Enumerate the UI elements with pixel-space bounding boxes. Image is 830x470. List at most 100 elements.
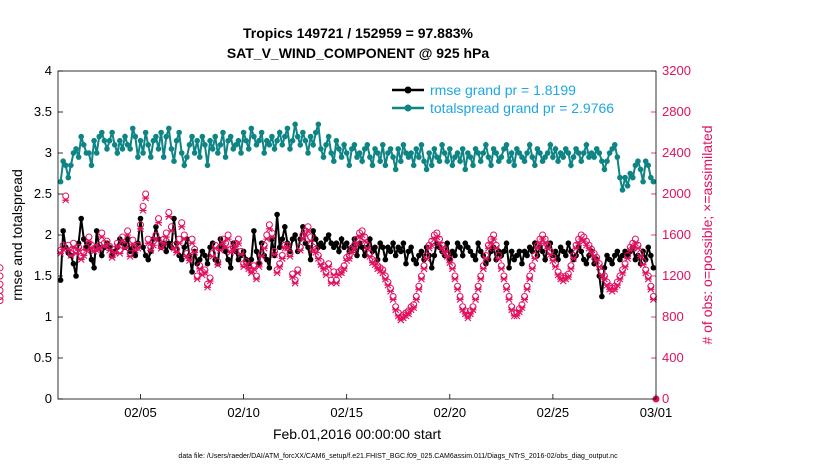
series-point: [606, 256, 613, 263]
obs-assimilated-point: [147, 246, 155, 254]
series-point: [619, 252, 626, 259]
series-point: [287, 146, 293, 152]
series-point: [552, 146, 559, 152]
obs-assimilated-point: [570, 255, 578, 262]
y-axis-left: 0 0.5 1 1.5 2 2.5 3 3.5 4: [34, 63, 63, 406]
obs-assimilated-point: [639, 261, 647, 269]
obs-assimilated-point: [237, 251, 245, 258]
series-point: [233, 142, 239, 148]
obs-assimilated-point: [348, 249, 356, 256]
obs-assimilated-point: [371, 261, 379, 269]
series-point: [96, 133, 103, 140]
obs-assimilated-point: [113, 242, 121, 250]
series-point: [166, 240, 172, 246]
series-point: [196, 256, 203, 263]
series-point: [178, 150, 185, 156]
y-tick-label: 2.5: [34, 186, 52, 201]
series-point: [449, 248, 456, 255]
series-point: [173, 137, 180, 144]
obs-assimilated-point: [600, 275, 608, 283]
obs-assimilated-point: [441, 249, 449, 256]
series-point: [390, 154, 396, 160]
series-point: [65, 174, 72, 181]
series-point: [462, 240, 469, 246]
obs-assimilated-point: [526, 275, 534, 283]
obs-assimilated-point: [268, 233, 276, 241]
obs-assimilated-point: [585, 244, 593, 252]
obs-assimilated-point: [325, 263, 333, 271]
series-point: [439, 142, 445, 148]
series-point: [609, 260, 615, 267]
obs-assimilated-point: [167, 227, 175, 235]
series-point: [176, 129, 182, 136]
series-point: [385, 150, 391, 156]
obs-assimilated-point: [634, 244, 642, 252]
series-point: [645, 162, 652, 169]
x-tick-label: 02/10: [227, 405, 260, 420]
series-point: [158, 129, 164, 136]
series-point: [547, 142, 554, 148]
series-point: [171, 158, 177, 164]
series-point: [617, 174, 623, 181]
series-point: [331, 158, 337, 164]
obs-assimilated-point: [361, 237, 369, 245]
legend-marker-rmse: [404, 86, 412, 94]
obs-assimilated-point: [121, 244, 129, 252]
obs-assimilated-point: [497, 265, 505, 273]
obs-assimilated-point: [616, 275, 624, 283]
y-tick-label: 1.5: [34, 268, 52, 283]
series-point: [444, 240, 451, 246]
obs-assimilated-point: [595, 263, 603, 271]
series-point: [364, 142, 371, 148]
obs-assimilated-point: [255, 263, 263, 271]
series-point: [650, 265, 657, 271]
series-point: [166, 125, 172, 132]
obs-assimilated-point: [417, 275, 425, 283]
series-point: [581, 150, 587, 156]
obs-assimilated-point: [544, 244, 552, 252]
series-point: [225, 256, 231, 263]
obs-assimilated-point: [490, 235, 498, 243]
series-point: [472, 146, 479, 152]
series-point: [436, 158, 443, 164]
series-point: [307, 133, 314, 140]
obs-assimilated-point: [193, 275, 201, 283]
series-point: [163, 248, 170, 255]
obs-assimilated-point: [118, 237, 126, 245]
obs-possible-point: [124, 227, 132, 235]
series-point: [372, 244, 378, 251]
obs-assimilated-point: [546, 251, 554, 258]
obs-possible-point: [0, 272, 4, 280]
obs-assimilated-point: [126, 253, 134, 260]
obs-possible-point: [69, 239, 77, 247]
series-point: [248, 125, 255, 132]
obs-assimilated-point: [495, 255, 503, 262]
series-point: [591, 154, 597, 160]
series-point: [202, 142, 208, 148]
obs-possible-point: [224, 231, 232, 239]
obs-assimilated-point: [317, 261, 325, 269]
y-tick-label: 3: [45, 145, 52, 160]
x-tick-label: 02/15: [330, 405, 363, 420]
obs-possible-point: [0, 286, 4, 294]
obs-assimilated-point: [77, 256, 85, 263]
series-point: [171, 215, 177, 222]
obs-assimilated-point: [134, 244, 142, 252]
series-point: [403, 260, 409, 267]
series-point: [88, 256, 95, 263]
series-point: [560, 248, 567, 255]
series-point: [168, 146, 175, 152]
series-point: [243, 137, 249, 144]
series-point: [62, 162, 69, 169]
series-point: [341, 244, 347, 251]
obs-assimilated-point: [124, 231, 132, 239]
series-point: [305, 244, 311, 251]
series-point: [341, 142, 347, 148]
series-point: [331, 244, 337, 251]
x-tick-label: 02/05: [124, 405, 157, 420]
series-point: [343, 240, 350, 246]
series-point: [202, 252, 208, 259]
series-point: [127, 146, 133, 152]
series-point: [459, 146, 466, 152]
y-tick-label: 2: [45, 227, 52, 242]
